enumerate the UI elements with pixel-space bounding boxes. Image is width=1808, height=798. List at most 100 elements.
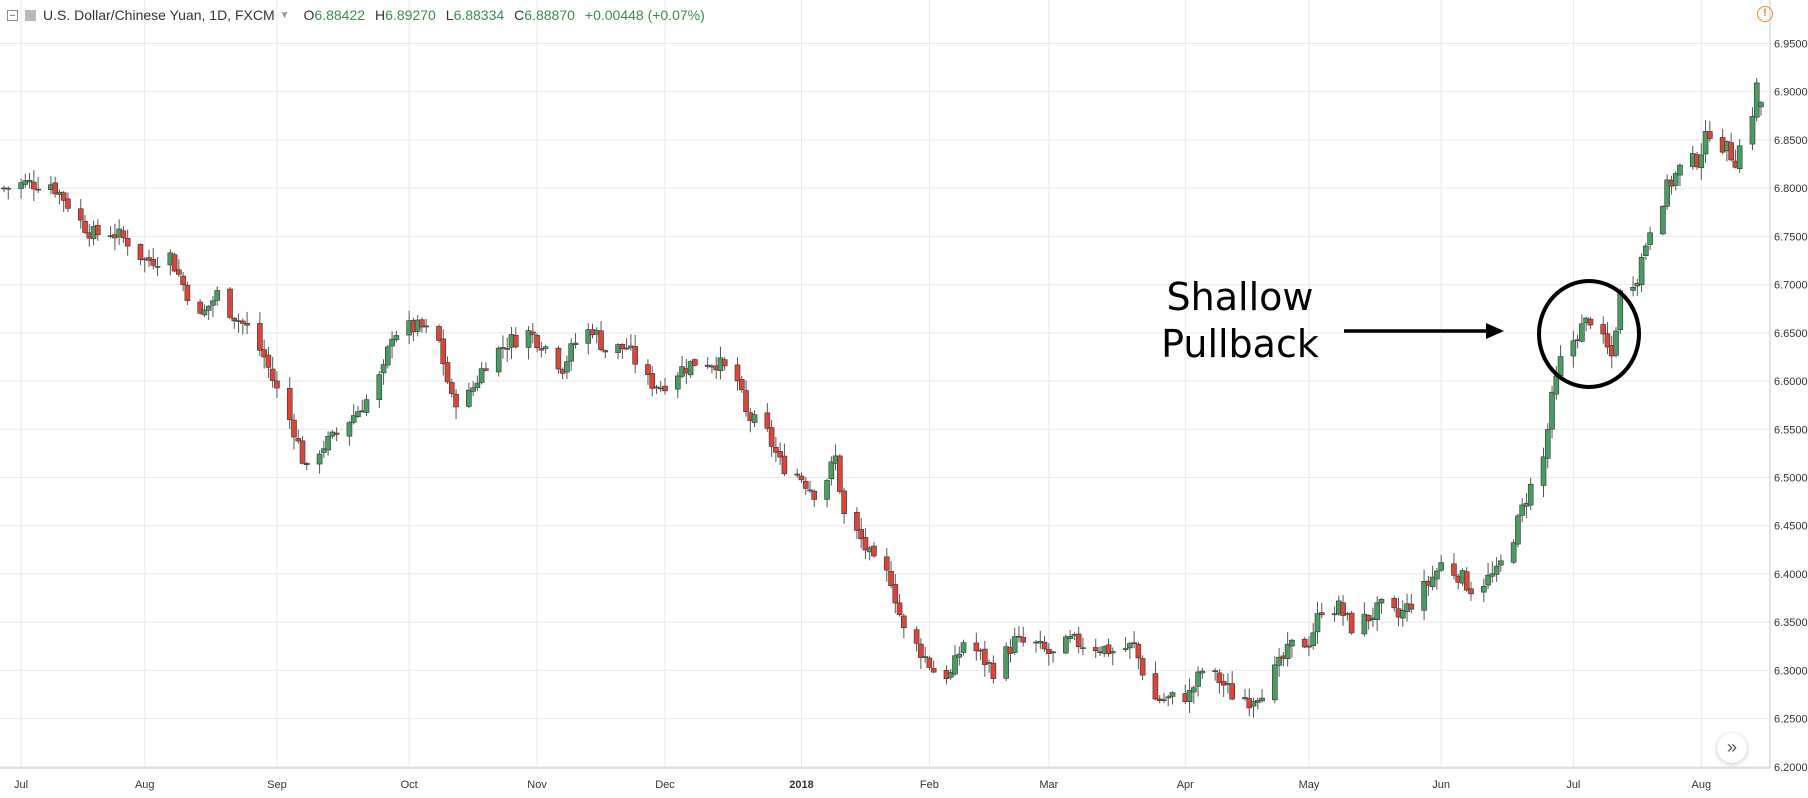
candle-down — [286, 387, 293, 420]
candlestick-series — [1, 77, 1764, 718]
price-axis[interactable]: 6.95000 6.90000 6.85000 6.80000 6.75000 6.700… — [1769, 0, 1808, 774]
candle-down — [901, 615, 907, 629]
candle-up — [1284, 643, 1291, 660]
candle-down — [120, 230, 127, 239]
time-axis[interactable]: Jul Aug Sep Oct Nov Dec 2018 Feb Mar Apr May Jun Jul… — [0, 767, 1770, 791]
candle-down — [124, 237, 131, 247]
candle-down — [802, 480, 809, 489]
candle-down — [794, 473, 801, 476]
candle-down — [926, 657, 933, 668]
candle-up — [1643, 245, 1649, 256]
shallow-pullback-annotation: Shallow Pullback — [1161, 275, 1641, 389]
candle-up — [1429, 576, 1436, 587]
candle-up — [1067, 636, 1073, 639]
candle-down — [1020, 637, 1027, 643]
candle-down — [52, 182, 58, 195]
candle-up — [385, 346, 391, 366]
candle-up — [1186, 690, 1193, 703]
close-label: C — [514, 7, 525, 23]
candle-down — [1391, 598, 1398, 609]
candle-up — [154, 266, 161, 268]
candle-down — [1318, 612, 1325, 616]
candle-up — [1553, 375, 1560, 395]
candle-down — [1229, 683, 1235, 700]
candle-up — [1016, 635, 1022, 638]
candle-up — [1254, 700, 1261, 703]
candle-down — [436, 326, 442, 341]
candle-up — [1544, 429, 1551, 459]
candle-down — [333, 432, 340, 435]
exclamation-circle-icon[interactable]: ! — [1757, 6, 1773, 22]
candle-up — [1647, 232, 1653, 245]
candle-down — [858, 529, 864, 540]
candle-down — [1216, 672, 1223, 683]
candle-up — [1195, 671, 1201, 687]
candle-down — [1463, 571, 1470, 591]
candle-down — [60, 192, 67, 201]
candle-down — [862, 537, 869, 551]
time-tick-label: Nov — [527, 779, 547, 791]
time-tick-label: Aug — [1692, 779, 1712, 791]
candle-up — [1489, 573, 1496, 577]
candle-up — [572, 342, 579, 345]
candle-down — [227, 288, 233, 318]
time-tick-label: Mar — [1039, 779, 1058, 791]
candle-down — [65, 198, 71, 209]
candle-down — [811, 490, 818, 500]
symbol-title[interactable]: U.S. Dollar/Chinese Yuan, 1D, FXCM — [43, 7, 275, 23]
annotation-arrow-head — [1486, 323, 1504, 339]
candle-up — [1549, 391, 1555, 430]
candle-down — [883, 556, 890, 571]
candle-down — [1340, 602, 1346, 616]
candle-up — [1527, 483, 1534, 506]
candle-up — [564, 361, 570, 373]
candle-up — [504, 347, 511, 350]
ohlc-open: O6.88422 — [304, 7, 366, 23]
candle-down — [534, 335, 540, 348]
collapse-icon[interactable] — [7, 9, 18, 21]
candle-down — [990, 662, 997, 679]
candle-down — [781, 455, 788, 475]
candle-down — [734, 364, 741, 382]
candle-up — [1272, 664, 1278, 701]
price-change: +0.00448 (+0.07%) — [584, 7, 705, 23]
symbol-color-icon — [25, 9, 36, 21]
price-tick-label: 6.90000 — [1774, 87, 1808, 99]
candle-up — [947, 672, 954, 678]
candle-up — [1276, 656, 1282, 666]
candle-down — [1604, 333, 1611, 348]
candle-up — [1399, 609, 1406, 619]
candle-up — [1749, 116, 1756, 145]
candle-up — [201, 309, 208, 316]
candle-down — [1131, 642, 1137, 645]
caret-down-icon[interactable]: ▼ — [279, 9, 290, 21]
chart-grid — [0, 0, 1770, 768]
candle-up — [1310, 632, 1317, 646]
candle-up — [1250, 701, 1257, 707]
open-label: O — [303, 7, 315, 23]
candle-down — [257, 323, 263, 351]
candle-down — [184, 284, 191, 301]
high-value: 6.89270 — [385, 7, 436, 23]
candle-up — [542, 346, 549, 349]
candle-down — [623, 347, 630, 350]
candle-down — [913, 629, 920, 644]
candle-up — [1063, 636, 1069, 654]
candle-up — [1519, 504, 1525, 516]
candle-up — [1677, 164, 1683, 176]
candle-up — [1169, 692, 1176, 697]
candle-down — [291, 419, 297, 438]
candle-up — [653, 386, 660, 389]
candle-down — [555, 347, 562, 370]
price-tick-label: 6.95000 — [1774, 39, 1808, 51]
candle-up — [205, 305, 212, 311]
candle-down — [440, 338, 447, 365]
double-chevron-right-icon[interactable]: » — [1717, 733, 1747, 763]
candle-up — [1011, 636, 1018, 653]
candle-up — [5, 187, 12, 190]
candle-up — [1199, 670, 1206, 674]
candle-up — [585, 329, 592, 344]
candle-up — [525, 330, 532, 348]
candle-up — [1736, 145, 1743, 170]
